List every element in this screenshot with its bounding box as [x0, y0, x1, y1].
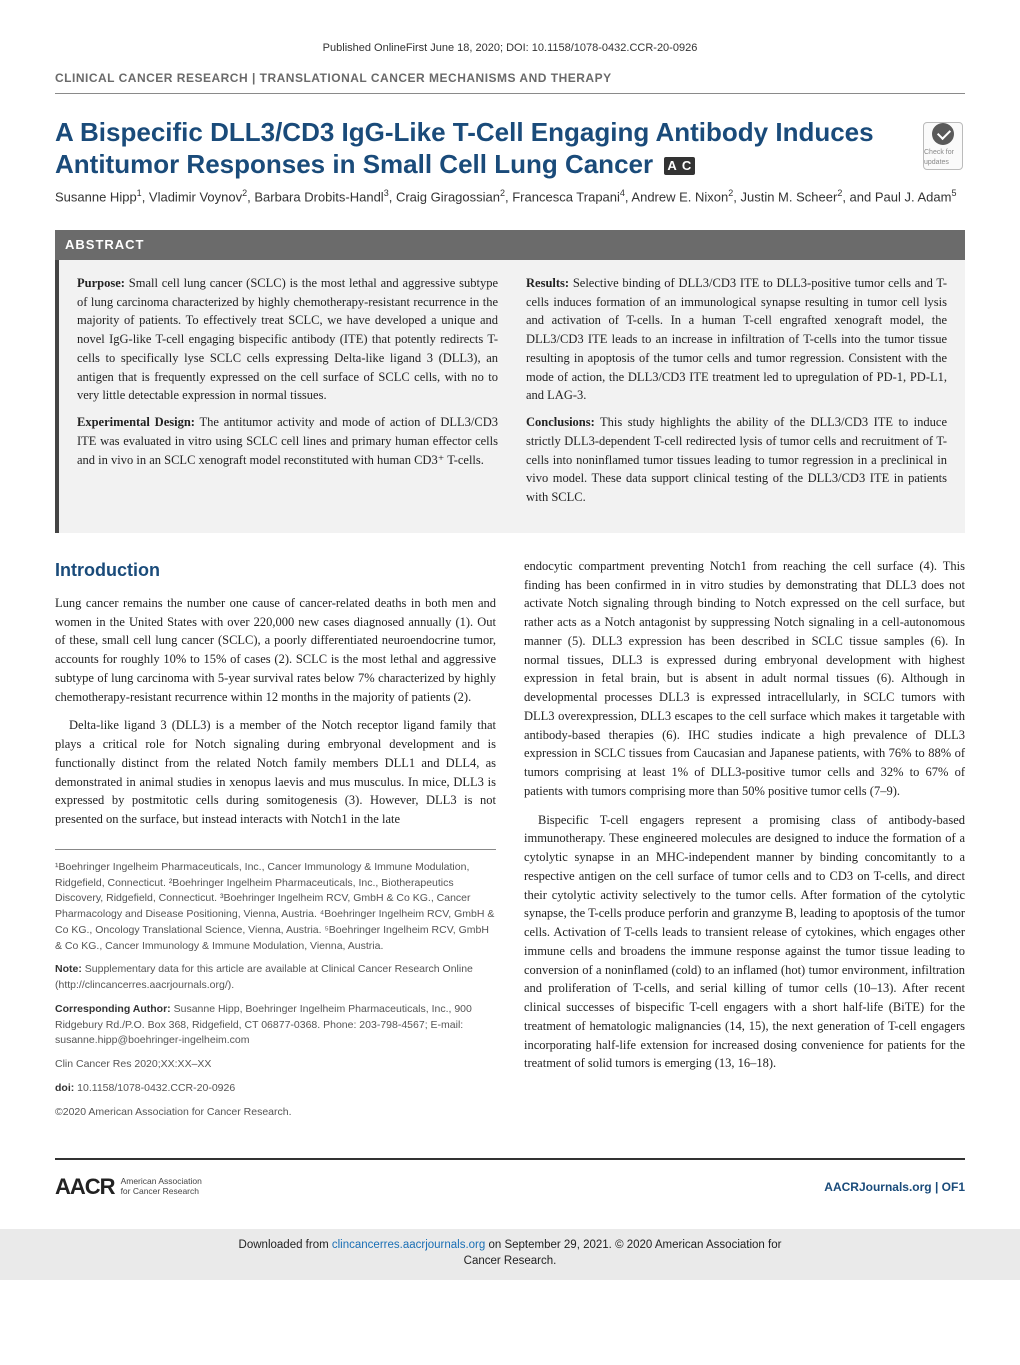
affiliations-text: ¹Boehringer Ingelheim Pharmaceuticals, I… — [55, 860, 496, 955]
ac-badge-icon: A C — [664, 157, 695, 175]
intro-p1: Lung cancer remains the number one cause… — [55, 594, 496, 707]
footer-bar: AACR American Association for Cancer Res… — [55, 1158, 965, 1209]
abstract-heading: ABSTRACT — [55, 230, 965, 260]
copyright-text: ©2020 American Association for Cancer Re… — [55, 1105, 496, 1121]
intro-heading: Introduction — [55, 557, 496, 584]
doi-text: 10.1158/1078-0432.CCR-20-0926 — [77, 1082, 235, 1094]
download-footer: Downloaded from clincancerres.aacrjourna… — [0, 1229, 1020, 1279]
page-number: AACRJournals.org | OF1 — [824, 1178, 965, 1196]
footer-link[interactable]: clincancerres.aacrjournals.org — [332, 1239, 485, 1251]
affiliations-block: ¹Boehringer Ingelheim Pharmaceuticals, I… — [55, 849, 496, 1121]
check-updates-label: Check for updates — [924, 148, 962, 169]
abstract-purpose: Small cell lung cancer (SCLC) is the mos… — [77, 276, 498, 403]
abstract-results: Selective binding of DLL3/CD3 ITE to DLL… — [526, 276, 947, 403]
abstract-body: Purpose: Small cell lung cancer (SCLC) i… — [55, 260, 965, 533]
checkmark-icon — [932, 123, 954, 145]
note-text: Supplementary data for this article are … — [55, 963, 473, 991]
authors-list: Susanne Hipp1, Vladimir Voynov2, Barbara… — [55, 187, 965, 207]
publish-meta: Published OnlineFirst June 18, 2020; DOI… — [55, 40, 965, 57]
article-title: A Bispecific DLL3/CD3 IgG-Like T-Cell En… — [55, 116, 909, 181]
aacr-logo: AACR American Association for Cancer Res… — [55, 1170, 202, 1203]
intro-p4: Bispecific T-cell engagers represent a p… — [524, 811, 965, 1074]
logo-main: AACR — [55, 1170, 115, 1203]
check-updates-badge[interactable]: Check for updates — [923, 122, 965, 170]
journal-section: CLINICAL CANCER RESEARCH | TRANSLATIONAL… — [55, 69, 965, 94]
title-text: A Bispecific DLL3/CD3 IgG-Like T-Cell En… — [55, 117, 874, 180]
intro-p3: endocytic compartment preventing Notch1 … — [524, 557, 965, 801]
logo-sub2: for Cancer Research — [121, 1187, 202, 1196]
citation-line: Clin Cancer Res 2020;XX:XX–XX — [55, 1057, 496, 1073]
intro-p2: Delta-like ligand 3 (DLL3) is a member o… — [55, 716, 496, 829]
